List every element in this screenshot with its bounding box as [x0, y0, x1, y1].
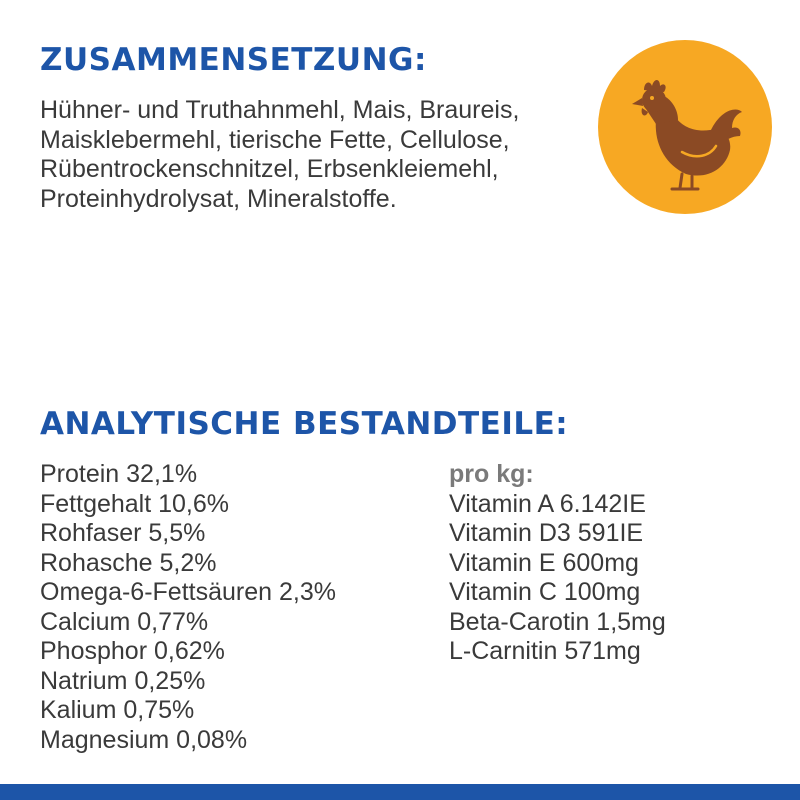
- bottom-bar: [0, 784, 800, 800]
- nutrient-item: Fettgehalt 10,6%: [40, 489, 230, 518]
- per-kg-label: pro kg:: [449, 460, 534, 488]
- vitamin-item: Vitamin C 100mg: [449, 578, 641, 606]
- per-kg-list: pro kg: Vitamin A 6.142IE Vitamin D3 591…: [449, 460, 666, 667]
- composition-heading: ZUSAMMENSETZUNG:: [40, 42, 427, 78]
- nutrient-item: Phosphor 0,62%: [40, 637, 225, 665]
- vitamin-item: L-Carnitin 571mg: [449, 637, 641, 665]
- nutrient-item: Calcium 0,77%: [40, 607, 209, 636]
- chicken-badge: [598, 40, 772, 214]
- nutrient-list: Protein 32,1% Fettgehalt 10,6% Rohfaser …: [40, 460, 336, 755]
- vitamin-item: Beta-Carotin 1,5mg: [449, 607, 666, 636]
- chicken-icon: [598, 40, 772, 214]
- nutrient-item: Omega-6-Fettsäuren 2,3%: [40, 578, 336, 606]
- nutrient-item: Kalium 0,75%: [40, 696, 195, 724]
- vitamin-item: Vitamin E 600mg: [449, 548, 639, 577]
- nutrient-item: Magnesium 0,08%: [40, 725, 248, 754]
- nutrient-item: Rohasche 5,2%: [40, 548, 217, 577]
- vitamin-item: Vitamin A 6.142IE: [449, 489, 646, 518]
- nutrient-item: Natrium 0,25%: [40, 666, 206, 695]
- nutrient-item: Protein 32,1%: [40, 460, 198, 488]
- nutrient-item: Rohfaser 5,5%: [40, 519, 206, 547]
- analysis-heading: ANALYTISCHE BESTANDTEILE:: [40, 406, 569, 442]
- vitamin-item: Vitamin D3 591IE: [449, 519, 644, 547]
- composition-text: Hühner- und Truthahnmehl, Mais, Braureis…: [40, 96, 520, 213]
